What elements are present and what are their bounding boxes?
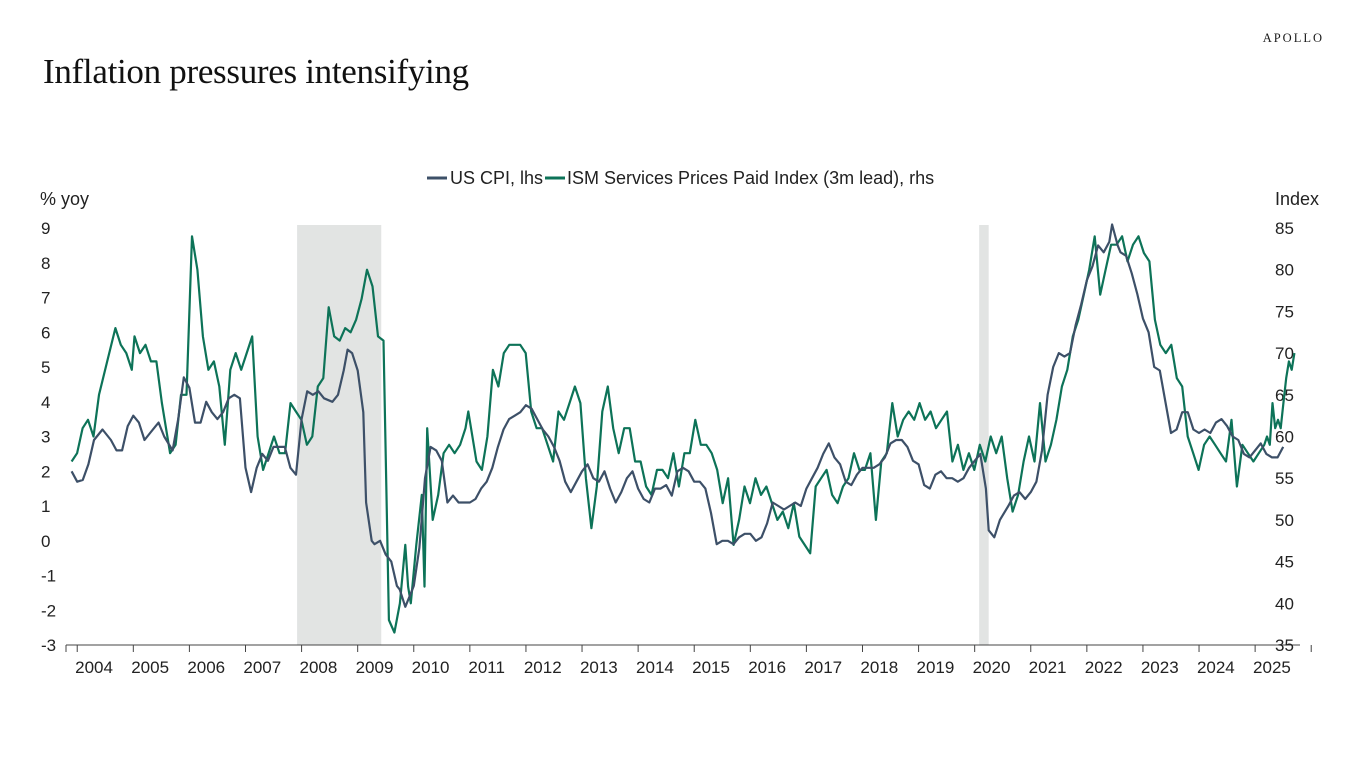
y-left-tick-label: -3: [41, 636, 56, 655]
series-line-1: [70, 235, 1296, 634]
y-left-tick-label: 4: [41, 393, 50, 412]
y-left-tick-label: -1: [41, 567, 56, 586]
y-right-tick-label: 45: [1275, 553, 1294, 572]
y-left-tick-label: 7: [41, 289, 50, 308]
x-tick-label: 2020: [973, 658, 1011, 677]
legend-label-ism: ISM Services Prices Paid Index (3m lead)…: [567, 168, 934, 188]
x-tick-label: 2005: [131, 658, 169, 677]
y-right-tick-label: 80: [1275, 261, 1294, 280]
y-right-axis-title: Index: [1275, 189, 1319, 209]
y-right-tick-label: 40: [1275, 594, 1294, 613]
y-right-tick-label: 50: [1275, 511, 1294, 530]
recession-band-1: [979, 225, 989, 645]
x-tick-label: 2017: [804, 658, 842, 677]
x-tick-label: 2011: [468, 658, 505, 677]
y-right-tick-label: 60: [1275, 428, 1294, 447]
y-right-tick-label: 35: [1275, 636, 1294, 655]
y-left-tick-label: 0: [41, 532, 50, 551]
brand-logo: APOLLO: [1262, 31, 1324, 45]
x-tick-label: 2025: [1253, 658, 1291, 677]
y-left-tick-label: 2: [41, 462, 50, 481]
y-left-tick-label: 3: [41, 428, 50, 447]
x-tick-label: 2016: [748, 658, 786, 677]
x-tick-label: 2009: [356, 658, 394, 677]
legend: US CPI, lhs ISM Services Prices Paid Inde…: [427, 168, 934, 188]
recession-shading: [297, 225, 989, 645]
x-tick-label: 2022: [1085, 658, 1123, 677]
y-right-tick-label: 70: [1275, 344, 1294, 363]
x-tick-label: 2006: [187, 658, 225, 677]
x-tick-label: 2008: [299, 658, 337, 677]
axes: 2004 2005 2006 2007 2008 2009 2010 2011 2012 2013…: [40, 189, 1319, 677]
page-title: Inflation pressures intensifying: [43, 52, 469, 91]
x-tick-label: 2019: [916, 658, 954, 677]
legend-label-cpi: US CPI, lhs: [450, 168, 543, 188]
series-line-0: [70, 223, 1285, 608]
x-tick-label: 2007: [243, 658, 281, 677]
y-left-tick-label: 6: [41, 323, 50, 342]
x-tick-label: 2021: [1029, 658, 1067, 677]
y-left-tick-label: 1: [41, 497, 50, 516]
y-left-tick-label: -2: [41, 601, 56, 620]
x-tick-label: 2012: [524, 658, 562, 677]
x-tick-label: 2004: [75, 658, 113, 677]
x-tick-label: 2023: [1141, 658, 1179, 677]
x-tick-label: 2013: [580, 658, 618, 677]
recession-band-0: [297, 225, 382, 645]
y-right-tick-label: 85: [1275, 219, 1294, 238]
y-left-tick-label: 8: [41, 254, 50, 273]
y-left-axis-title: % yoy: [40, 189, 89, 209]
x-tick-label: 2010: [412, 658, 450, 677]
series-lines: [70, 223, 1296, 634]
x-tick-label: 2014: [636, 658, 674, 677]
x-tick-label: 2015: [692, 658, 730, 677]
y-right-tick-label: 55: [1275, 469, 1294, 488]
y-left-tick-label: 9: [41, 219, 50, 238]
y-left-tick-label: 5: [41, 358, 50, 377]
x-tick-label: 2024: [1197, 658, 1235, 677]
y-right-tick-label: 75: [1275, 302, 1294, 321]
x-tick-label: 2018: [860, 658, 898, 677]
